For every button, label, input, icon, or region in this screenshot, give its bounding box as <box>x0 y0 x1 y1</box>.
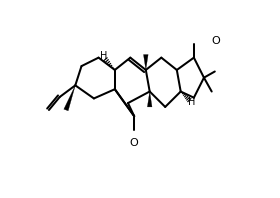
Polygon shape <box>64 85 75 111</box>
Polygon shape <box>147 91 152 107</box>
Text: H: H <box>188 97 195 107</box>
Text: O: O <box>130 138 139 148</box>
Text: H: H <box>99 51 107 61</box>
Polygon shape <box>143 55 148 70</box>
Text: O: O <box>212 36 220 46</box>
